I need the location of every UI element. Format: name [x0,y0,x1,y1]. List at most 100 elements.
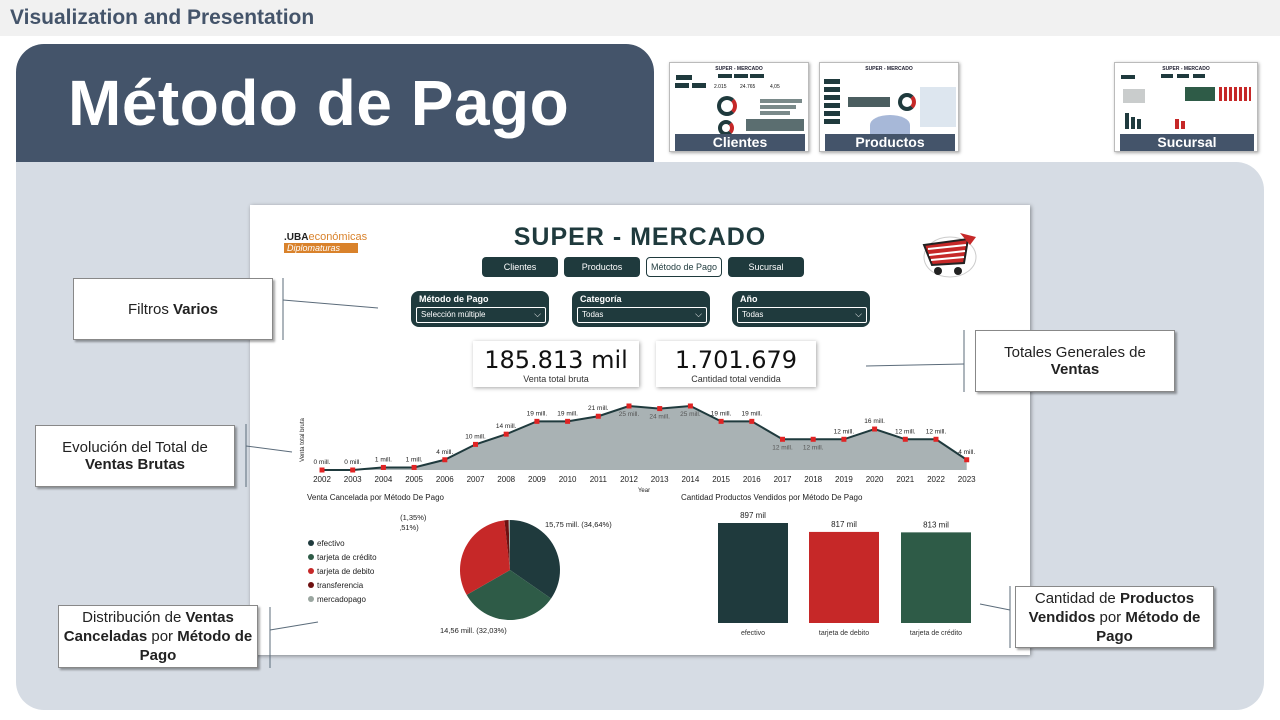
legend-swatch [308,568,314,574]
thumbnail-sucursal[interactable]: SUPER - MERCADO Sucursal [1114,62,1258,152]
legend-label: efectivo [317,539,345,548]
pie-slice-mercadopago [508,520,510,570]
pie-slice-tarjeta-de-crédito [466,570,552,620]
legend-item[interactable]: tarjeta de crédito [308,553,377,562]
x-tick-label: 2010 [559,475,577,484]
filter-label: Año [740,294,758,304]
legend-swatch [308,540,314,546]
thumbnail-clientes[interactable]: SUPER - MERCADO 2.015 24.765 4,05 Client… [669,62,809,152]
data-point [964,457,970,463]
pie-chart-title: Venta Cancelada por Método De Pago [307,493,444,502]
legend-item[interactable]: mercadopago [308,595,366,604]
bar-chart-title: Cantidad Productos Vendidos por Método D… [681,493,863,502]
bar-category-label: tarjeta de crédito [910,630,962,637]
thumb-kpi: 24.765 [740,84,756,90]
legend-item[interactable]: transferencia [308,581,363,590]
data-point [841,436,847,442]
x-tick-label: 2015 [712,475,730,484]
kpi-label: Cantidad total vendida [691,374,781,384]
x-tick-label: 2023 [958,475,976,484]
data-label: 4 mill. [958,449,975,456]
shopping-cart-logo-icon [922,233,977,278]
filter-metodo-pago[interactable]: Método de Pago Selección múltiple [411,291,549,327]
kpi-venta-total-bruta: 185.813 mil Venta total bruta [473,341,639,387]
data-label: 12 mill. [834,428,855,435]
x-tick-label: 2022 [927,475,945,484]
x-tick-label: 2007 [467,475,485,484]
pie-slice-tarjeta-de-debito [460,520,510,595]
x-tick-label: 2019 [835,475,853,484]
callout-filtros: Filtros Varios [73,278,273,340]
x-tick-label: 2002 [313,475,331,484]
x-tick-label: 2005 [405,475,423,484]
bar-chart-productos-vendidos: 897 mil efectivo 817 mil tarjeta de debito 8… [718,511,971,637]
x-tick-label: 2012 [620,475,638,484]
data-label: 0 mill. [344,459,361,466]
kpi-value: 1.701.679 [674,346,798,374]
filter-dropdown[interactable]: Selección múltiple [416,307,546,323]
data-point [319,467,325,473]
kpi-cantidad-total-vendida: 1.701.679 Cantidad total vendida [656,341,816,387]
callout-evolucion: Evolución del Total de Ventas Brutas [35,425,235,487]
bar-tarjeta-de-debito [809,531,879,623]
title-banner: Método de Pago [16,44,654,164]
thumb-kpi: 2.015 [714,84,727,90]
filter-dropdown[interactable]: Todas [737,307,867,323]
data-point [565,418,571,424]
area-chart-venta-bruta: 0 mill. 2002 0 mill. 2003 1 mill. 2004 1 mill.… [300,403,976,494]
thumb-mini-title: SUPER - MERCADO [865,66,913,72]
filter-label: Categoría [580,294,622,304]
thumb-label-clientes: Clientes [675,134,805,151]
filter-anio[interactable]: Año Todas [732,291,870,327]
data-point [503,431,509,437]
data-point [534,418,540,424]
data-label: 19 mill. [711,410,732,417]
uba-logo: .UBAeconómicas [284,231,368,243]
thumbnail-productos[interactable]: SUPER - MERCADO Productos [819,62,959,152]
series-line [322,404,968,471]
x-tick-label: 2021 [896,475,914,484]
bar-tarjeta-de-crédito [901,532,971,623]
data-point [657,406,663,412]
data-point [902,436,908,442]
data-point [749,418,755,424]
pie-data-label: 14,56 mill. (32,03%) [440,626,507,635]
data-point [872,426,878,432]
data-point [411,464,417,470]
legend-item[interactable]: efectivo [308,539,345,548]
top-bar: Visualization and Presentation [0,0,1280,36]
bar-category-label: efectivo [741,630,765,637]
callout-totales: Totales Generales de Ventas [975,330,1175,392]
filter-dropdown[interactable]: Todas [577,307,707,323]
legend-swatch [308,554,314,560]
data-point [473,441,478,447]
thumb-mini-title: SUPER - MERCADO [715,66,763,72]
x-tick-label: 2020 [866,475,884,484]
legend-label: mercadopago [317,595,366,604]
data-label: 16 mill. [864,418,885,425]
data-point [442,457,448,463]
bar-value-label: 897 mil [740,511,766,520]
x-tick-label: 2018 [804,475,822,484]
pie-data-label: 0,61 mill. (1,35%) [400,513,427,522]
nav-productos[interactable]: Productos [564,257,640,277]
diplomaturas-logo: Diplomaturas [284,243,358,253]
data-label: 21 mill. [588,405,609,412]
x-tick-label: 2009 [528,475,546,484]
data-label: 1 mill. [375,456,392,463]
legend-swatch [308,582,314,588]
bar-value-label: 813 mil [923,520,949,529]
x-axis-label: Year [638,488,650,494]
data-label: 25 mill. [680,411,701,418]
filter-categoria[interactable]: Categoría Todas [572,291,710,327]
data-label: 19 mill. [557,410,578,417]
legend-label: tarjeta de crédito [317,553,377,562]
nav-clientes[interactable]: Clientes [482,257,558,277]
bar-value-label: 817 mil [831,520,857,529]
data-point [810,436,816,442]
nav-sucursal[interactable]: Sucursal [728,257,804,277]
pie-legend: efectivo tarjeta de crédito tarjeta de deb… [308,539,398,609]
legend-item[interactable]: tarjeta de debito [308,567,374,576]
nav-metodo-de-pago[interactable]: Método de Pago [646,257,722,277]
data-point [595,413,601,419]
